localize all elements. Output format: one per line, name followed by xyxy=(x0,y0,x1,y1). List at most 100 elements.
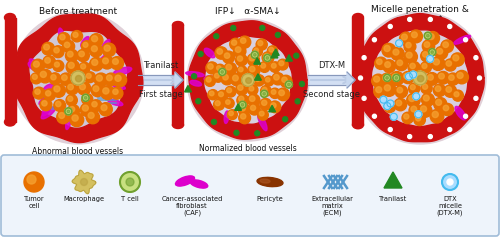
Circle shape xyxy=(261,63,266,68)
Circle shape xyxy=(414,72,426,84)
Circle shape xyxy=(212,119,216,124)
Circle shape xyxy=(446,87,452,92)
Circle shape xyxy=(232,75,238,81)
Text: Extracellular
matrix
(ECM): Extracellular matrix (ECM) xyxy=(311,196,353,217)
Circle shape xyxy=(282,117,288,122)
Circle shape xyxy=(92,59,98,65)
Circle shape xyxy=(238,85,243,90)
Circle shape xyxy=(408,17,412,21)
Circle shape xyxy=(34,61,40,67)
Circle shape xyxy=(388,24,392,28)
Ellipse shape xyxy=(101,89,113,93)
Circle shape xyxy=(215,101,220,106)
Circle shape xyxy=(187,19,309,141)
Circle shape xyxy=(106,75,112,81)
Circle shape xyxy=(372,114,376,118)
Ellipse shape xyxy=(84,104,90,118)
Circle shape xyxy=(372,38,376,42)
Polygon shape xyxy=(271,51,278,58)
Circle shape xyxy=(225,86,236,97)
Ellipse shape xyxy=(102,40,110,50)
Circle shape xyxy=(82,94,89,101)
Circle shape xyxy=(455,70,468,84)
Circle shape xyxy=(249,55,254,61)
Polygon shape xyxy=(175,72,183,88)
Circle shape xyxy=(397,87,402,93)
Circle shape xyxy=(426,55,434,62)
Circle shape xyxy=(437,71,450,84)
Text: Second stage: Second stage xyxy=(303,90,360,99)
Circle shape xyxy=(422,52,428,57)
Circle shape xyxy=(78,82,90,95)
Circle shape xyxy=(410,85,415,90)
Circle shape xyxy=(112,59,118,64)
Circle shape xyxy=(241,103,244,106)
Circle shape xyxy=(237,95,248,106)
Circle shape xyxy=(409,104,422,117)
Circle shape xyxy=(384,103,391,109)
Ellipse shape xyxy=(204,48,215,58)
Circle shape xyxy=(249,104,260,115)
Circle shape xyxy=(62,40,74,52)
Circle shape xyxy=(100,86,114,100)
Circle shape xyxy=(32,74,38,79)
Circle shape xyxy=(457,73,463,78)
Text: Macrophage: Macrophage xyxy=(64,196,104,202)
Circle shape xyxy=(62,75,67,80)
Circle shape xyxy=(239,101,246,108)
Circle shape xyxy=(277,88,289,101)
Circle shape xyxy=(40,71,46,77)
Circle shape xyxy=(448,128,452,132)
Circle shape xyxy=(384,46,390,51)
Circle shape xyxy=(72,72,84,84)
Circle shape xyxy=(382,83,396,96)
Circle shape xyxy=(432,111,438,118)
Circle shape xyxy=(434,97,447,111)
Ellipse shape xyxy=(81,36,89,47)
Circle shape xyxy=(424,95,429,101)
Circle shape xyxy=(44,89,56,101)
Circle shape xyxy=(120,172,140,192)
Circle shape xyxy=(222,51,234,63)
Circle shape xyxy=(243,75,253,85)
Circle shape xyxy=(276,32,280,37)
Circle shape xyxy=(82,105,88,111)
Circle shape xyxy=(412,93,420,100)
Circle shape xyxy=(411,106,416,112)
Circle shape xyxy=(226,100,230,104)
Ellipse shape xyxy=(260,179,270,183)
Circle shape xyxy=(79,51,84,57)
Circle shape xyxy=(67,110,70,113)
Circle shape xyxy=(372,74,385,87)
Circle shape xyxy=(420,62,432,73)
Circle shape xyxy=(40,99,52,111)
Circle shape xyxy=(102,43,116,57)
Ellipse shape xyxy=(110,82,126,89)
Circle shape xyxy=(80,84,86,90)
Circle shape xyxy=(278,59,288,70)
Circle shape xyxy=(443,42,448,47)
Ellipse shape xyxy=(190,180,208,188)
Polygon shape xyxy=(189,21,307,139)
Circle shape xyxy=(228,110,237,119)
Ellipse shape xyxy=(58,28,66,45)
Circle shape xyxy=(386,103,391,108)
Circle shape xyxy=(269,47,274,52)
Circle shape xyxy=(60,34,65,40)
Circle shape xyxy=(221,73,233,85)
Circle shape xyxy=(237,66,247,76)
Circle shape xyxy=(451,53,464,66)
Circle shape xyxy=(68,62,74,68)
Circle shape xyxy=(393,74,400,81)
Ellipse shape xyxy=(100,54,109,62)
Circle shape xyxy=(248,94,260,106)
Circle shape xyxy=(248,85,258,95)
Circle shape xyxy=(52,46,64,58)
Circle shape xyxy=(274,75,279,80)
Circle shape xyxy=(23,23,133,133)
Circle shape xyxy=(426,34,429,37)
Circle shape xyxy=(234,45,246,57)
Circle shape xyxy=(66,50,78,62)
Circle shape xyxy=(478,76,482,80)
Circle shape xyxy=(232,40,236,45)
